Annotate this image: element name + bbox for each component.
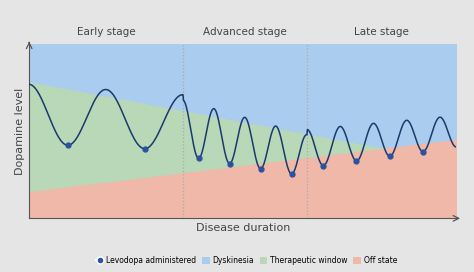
Text: Early stage: Early stage — [77, 27, 136, 37]
X-axis label: Disease duration: Disease duration — [196, 222, 290, 233]
Text: Late stage: Late stage — [354, 27, 409, 37]
Text: Advanced stage: Advanced stage — [203, 27, 287, 37]
Legend: Levodopa administered, Dyskinesia, Therapeutic window, Off state: Levodopa administered, Dyskinesia, Thera… — [93, 253, 400, 268]
Y-axis label: Dopamine level: Dopamine level — [15, 88, 25, 175]
